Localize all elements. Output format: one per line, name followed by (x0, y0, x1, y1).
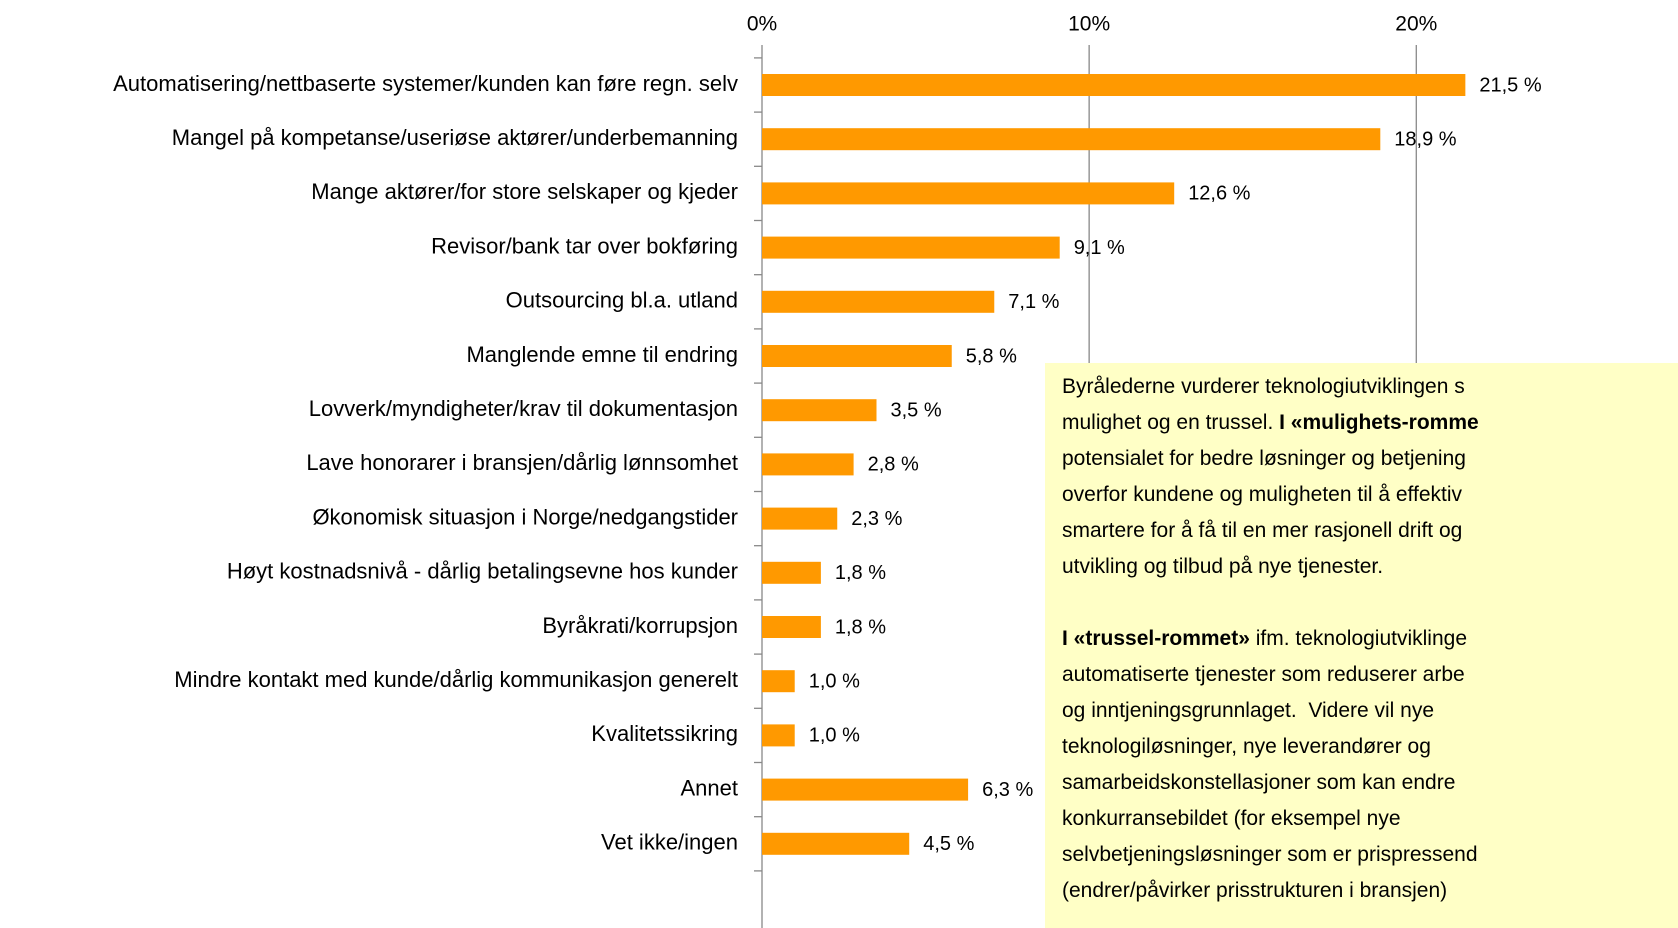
annotation-text: og inntjeningsgrunnlaget. Videre vil nye (1062, 699, 1434, 722)
category-label: Mange aktører/for store selskaper og kje… (311, 179, 738, 204)
annotation-line: potensialet for bedre løsninger og betje… (1062, 447, 1466, 470)
bar (762, 290, 995, 313)
category-label: Lovverk/myndigheter/krav til dokumentasj… (309, 396, 738, 421)
bar (762, 74, 1466, 96)
value-label: 18,9 % (1394, 128, 1456, 150)
bar (762, 616, 821, 638)
annotation-text: automatiserte tjenester som reduserer ar… (1062, 663, 1465, 686)
annotation-text: (endrer/påvirker prisstrukturen i bransj… (1062, 879, 1447, 902)
value-label: 9,1 % (1074, 237, 1125, 259)
bar (762, 453, 854, 476)
bars: Automatisering/nettbaserte systemer/kund… (113, 71, 1542, 855)
category-label: Revisor/bank tar over bokføring (431, 233, 738, 258)
category-label: Annet (681, 775, 739, 800)
value-label: 2,3 % (851, 508, 902, 530)
annotation-text: utvikling og tilbud på nye tjenester. (1062, 555, 1383, 578)
x-tick-label: 0% (747, 13, 777, 36)
annotation-line: utvikling og tilbud på nye tjenester. (1062, 555, 1383, 578)
x-tick-label: 10% (1068, 13, 1110, 36)
category-label: Lave honorarer i bransjen/dårlig lønnsom… (306, 450, 738, 475)
annotation-text: I «trussel-rommet» (1062, 627, 1250, 650)
annotation-line: teknologiløsninger, nye leverandører og (1062, 735, 1431, 758)
annotation-text: selvbetjeningsløsninger som er prispress… (1062, 843, 1478, 866)
annotation-line: konkurransebildet (for eksempel nye (1062, 807, 1401, 830)
category-label: Outsourcing bl.a. utland (506, 288, 738, 313)
category-label: Økonomisk situasjon i Norge/nedgangstide… (312, 504, 738, 529)
annotation-text: potensialet for bedre løsninger og betje… (1062, 447, 1466, 470)
category-label: Vet ikke/ingen (601, 830, 738, 855)
category-label: Mindre kontakt med kunde/dårlig kommunik… (174, 667, 738, 692)
annotation-text: I «mulighets-romme (1279, 411, 1479, 434)
annotation-text: samarbeidskonstellasjoner som kan endre (1062, 771, 1455, 794)
value-label: 1,0 % (809, 670, 860, 692)
bar (762, 561, 821, 584)
annotation-line: og inntjeningsgrunnlaget. Videre vil nye (1062, 699, 1434, 722)
value-label: 2,8 % (868, 454, 919, 476)
annotation: Byrålederne vurderer teknologiutviklinge… (1045, 363, 1678, 928)
bar (762, 399, 877, 422)
annotation-line: I «trussel-rommet» ifm. teknologiutvikli… (1062, 627, 1467, 650)
value-label: 3,5 % (891, 399, 942, 421)
category-label: Byråkrati/korrupsjon (542, 613, 738, 638)
category-label: Mangel på kompetanse/useriøse aktører/un… (172, 125, 738, 150)
x-tick-label: 20% (1395, 13, 1437, 36)
category-label: Kvalitetssikring (591, 721, 738, 746)
bar (762, 236, 1060, 259)
annotation-line: automatiserte tjenester som reduserer ar… (1062, 663, 1465, 686)
annotation-line: mulighet og en trussel. I «mulighets-rom… (1062, 411, 1479, 434)
value-label: 12,6 % (1188, 183, 1250, 205)
value-label: 1,8 % (835, 616, 886, 638)
annotation-line: (endrer/påvirker prisstrukturen i bransj… (1062, 879, 1447, 902)
bar (762, 724, 795, 747)
annotation-line: selvbetjeningsløsninger som er prispress… (1062, 843, 1478, 866)
category-label: Manglende emne til endring (466, 342, 738, 367)
category-label: Automatisering/nettbaserte systemer/kund… (113, 71, 738, 96)
annotation-line: overfor kundene og muligheten til å effe… (1062, 483, 1463, 506)
value-label: 1,8 % (835, 562, 886, 584)
value-label: 7,1 % (1008, 291, 1059, 313)
value-label: 5,8 % (966, 345, 1017, 367)
bar (762, 128, 1381, 151)
annotation-line: smartere for å få til en mer rasjonell d… (1062, 519, 1462, 542)
annotation-text: ifm. teknologiutviklinge (1250, 627, 1467, 650)
value-label: 6,3 % (982, 779, 1033, 801)
annotation-box (1045, 363, 1678, 928)
value-label: 21,5 % (1479, 74, 1541, 96)
value-label: 4,5 % (923, 833, 974, 855)
annotation-line: Byrålederne vurderer teknologiutviklinge… (1062, 375, 1465, 398)
bar (762, 182, 1175, 205)
annotation-text: smartere for å få til en mer rasjonell d… (1062, 519, 1462, 542)
value-label: 1,0 % (809, 725, 860, 747)
bar (762, 778, 969, 801)
annotation-text: overfor kundene og muligheten til å effe… (1062, 483, 1463, 506)
annotation-text: Byrålederne vurderer teknologiutviklinge… (1062, 375, 1465, 398)
annotation-text: teknologiløsninger, nye leverandører og (1062, 735, 1431, 758)
bar (762, 832, 910, 855)
annotation-text: konkurransebildet (for eksempel nye (1062, 807, 1401, 830)
bar (762, 670, 795, 693)
annotation-line: samarbeidskonstellasjoner som kan endre (1062, 771, 1455, 794)
bar (762, 345, 952, 367)
bar (762, 507, 838, 530)
category-label: Høyt kostnadsnivå - dårlig betalingsevne… (227, 559, 738, 584)
annotation-text: mulighet og en trussel. (1062, 411, 1279, 434)
